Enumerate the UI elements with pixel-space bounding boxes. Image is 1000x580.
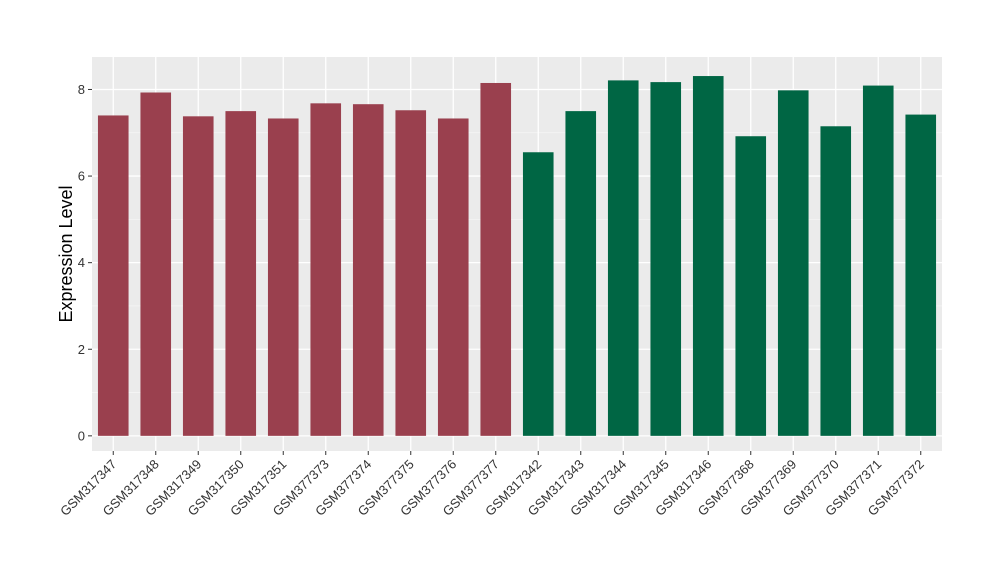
- y-axis: 0 2 4 6 8: [78, 82, 92, 443]
- bar-gsm317345: [650, 82, 682, 436]
- bar-gsm377369: [777, 90, 809, 436]
- bar-gsm377376: [437, 118, 469, 436]
- y-tick-label: 2: [78, 342, 85, 357]
- bar-gsm317350: [225, 111, 257, 436]
- bar-gsm377377: [480, 82, 512, 436]
- y-tick-label: 8: [78, 82, 85, 97]
- y-tick-label: 4: [78, 255, 85, 270]
- bar-gsm377368: [735, 136, 767, 436]
- bar-gsm317346: [692, 76, 724, 436]
- y-tick-label: 6: [78, 169, 85, 184]
- bar-gsm377374: [352, 104, 384, 436]
- y-axis-title: Expression Level: [56, 185, 76, 322]
- bar-gsm317347: [97, 115, 129, 436]
- bar-gsm317351: [267, 118, 299, 436]
- bar-gsm317349: [182, 116, 214, 436]
- bar-gsm377370: [820, 126, 852, 436]
- bar-gsm377372: [905, 114, 937, 436]
- bar-gsm317344: [607, 80, 639, 436]
- bar-gsm377373: [310, 103, 342, 436]
- x-axis: GSM317347GSM317348GSM317349GSM317350GSM3…: [57, 451, 927, 519]
- bars: [97, 76, 937, 436]
- bar-gsm377371: [862, 85, 894, 436]
- bar-gsm377375: [395, 110, 427, 436]
- bar-gsm317343: [565, 111, 597, 436]
- plot-panel: [92, 57, 942, 451]
- bar-gsm317342: [522, 152, 554, 436]
- bar-gsm317348: [140, 92, 172, 436]
- y-tick-label: 0: [78, 428, 85, 443]
